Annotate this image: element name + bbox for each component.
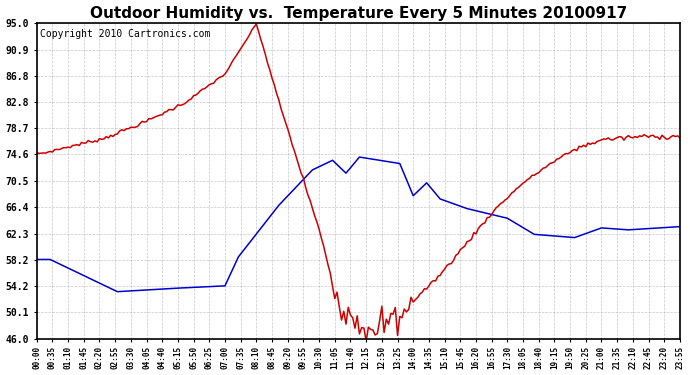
Text: Copyright 2010 Cartronics.com: Copyright 2010 Cartronics.com (40, 29, 210, 39)
Title: Outdoor Humidity vs.  Temperature Every 5 Minutes 20100917: Outdoor Humidity vs. Temperature Every 5… (90, 6, 627, 21)
